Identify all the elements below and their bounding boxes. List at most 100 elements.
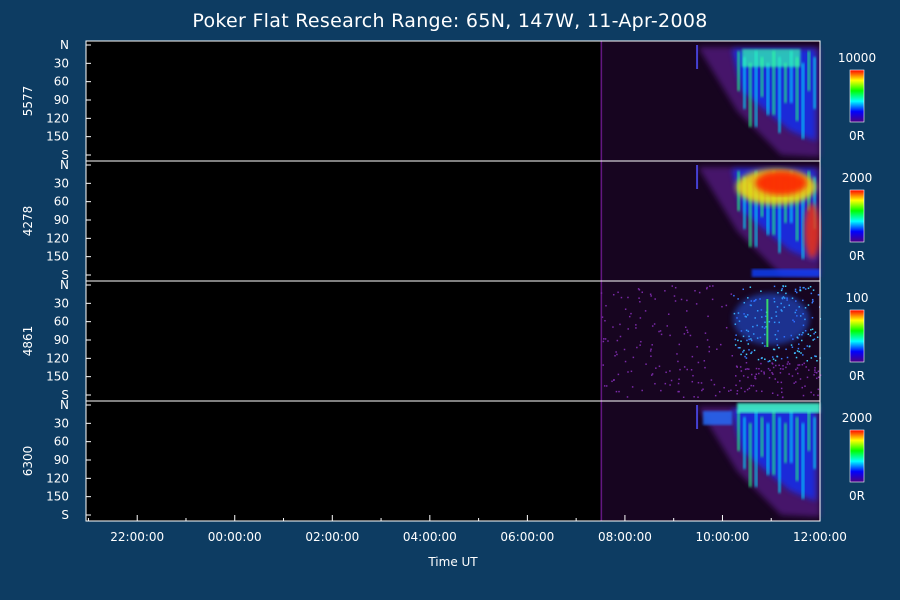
early-feature [696,405,699,429]
noise-speck [615,351,617,353]
noise-speck [653,323,656,325]
aurora-activity [600,281,822,401]
noise-speck [623,348,626,351]
noise-speck [742,351,744,353]
noise-speck [708,350,711,353]
noise-speck [628,315,631,318]
noise-speck [678,390,680,393]
noise-speck [641,291,644,294]
aurora-streak [772,51,776,115]
aurora-streak [813,57,817,109]
noise-speck [694,290,696,292]
aurora-streak [754,171,758,247]
noise-speck [631,386,634,388]
noise-speck [747,343,750,345]
noise-speck [760,370,763,372]
noise-speck [654,298,656,300]
noise-speck [772,373,774,375]
aurora-streak [754,51,758,127]
aurora-streak [807,51,811,91]
noise-speck [725,326,728,329]
noise-speck [804,385,806,387]
y-tick-label: 60 [54,195,69,209]
noise-speck [703,360,706,362]
noise-speck [785,366,787,369]
noise-speck [718,391,721,393]
noise-speck [735,334,737,336]
noise-speck [651,325,654,327]
noise-speck [817,376,820,378]
noise-speck [697,381,700,384]
noise-speck [638,289,641,291]
noise-speck [733,294,735,297]
panel-label: 6300 [21,446,35,477]
noise-speck [776,344,779,346]
noise-speck [757,358,760,361]
noise-speck [734,338,737,341]
noise-speck [692,374,694,377]
early-feature [696,165,699,189]
aurora-streak [813,177,817,229]
noise-speck [601,316,604,318]
noise-speck [740,387,743,389]
colorbar [849,309,865,363]
noise-speck [786,356,789,359]
noise-speck [814,331,817,334]
aurora-streak [766,183,770,235]
noise-speck [799,378,802,380]
noise-speck [651,373,654,375]
noise-speck [604,319,606,322]
x-tick-label: 00:00:00 [208,530,262,544]
y-tick-label: 30 [54,56,69,70]
plot-frame [85,40,821,522]
noise-speck [696,346,698,348]
aurora-streak [748,423,752,487]
noise-speck [613,379,615,381]
noise-speck [669,384,671,386]
noise-speck [604,338,607,340]
noise-speck [731,354,734,357]
noise-speck [802,394,805,397]
noise-speck [812,289,815,291]
y-tick-label: N [60,398,69,412]
noise-speck [774,359,777,362]
noise-speck [745,357,748,359]
noise-speck [808,345,811,348]
noise-speck [702,388,704,390]
y-tick-label: 90 [54,213,69,227]
noise-speck [737,346,740,349]
hot-core-red [754,171,807,195]
noise-speck [624,360,627,363]
onset-line [600,41,603,161]
noise-speck [683,333,686,335]
noise-speck [605,304,607,307]
noise-speck [763,373,766,375]
y-tick-label: 150 [46,490,69,504]
aurora-streak [772,411,776,475]
panel-6300: N 30 60 90 120 150 S 6300 2000 0R [21,398,872,522]
aurora-streak [742,57,746,109]
noise-speck [737,339,739,342]
panel-label: 5577 [21,86,35,117]
noise-speck [773,348,776,351]
noise-speck [814,355,816,357]
noise-speck [744,390,746,393]
noise-speck [639,317,642,319]
noise-speck [680,298,683,301]
noise-speck [716,348,718,350]
noise-speck [636,346,638,349]
noise-speck [774,378,777,380]
noise-speck [795,381,797,383]
noise-speck [817,370,820,373]
noise-speck [707,315,709,318]
noise-speck [796,350,799,352]
noise-speck [677,390,679,393]
noise-speck [809,285,812,288]
colorbar-max-label: 2000 [842,171,873,185]
noise-speck [746,368,748,370]
aurora-streak [783,423,787,463]
aurora-streak [742,417,746,469]
noise-speck [690,369,693,371]
noise-speck [708,346,711,348]
